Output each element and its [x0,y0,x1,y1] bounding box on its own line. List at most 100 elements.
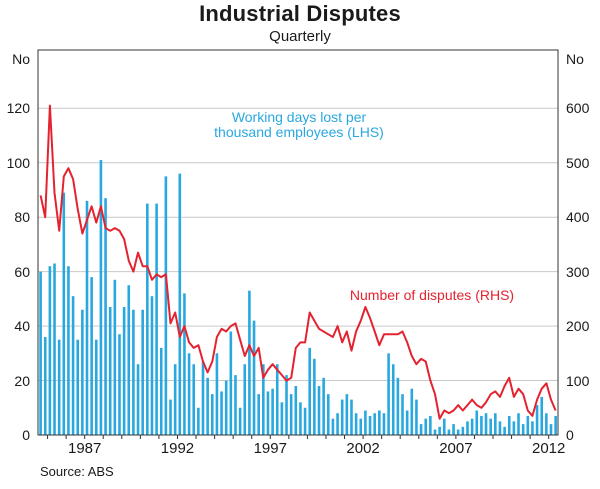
bar-quarter [238,407,242,435]
x-axis-year-label: 2012 [531,440,566,457]
bar-quarter [113,279,117,435]
bar-quarter [540,396,544,435]
left-axis-tick-label: 120 [6,100,30,117]
x-axis-year-label: 1987 [67,440,102,457]
bar-quarter [248,290,251,435]
left-axis-tick-label: 100 [6,154,30,171]
right-axis-unit: No [566,51,584,67]
bar-quarter [507,415,511,435]
bar-quarter [159,347,163,435]
bar-quarter [262,364,265,435]
bar-quarter [173,364,177,435]
line-series-label: Number of disputes (RHS) [349,287,515,303]
bar-quarter [489,418,492,435]
right-axis-tick-label: 500 [566,154,590,171]
bar-quarter [48,266,52,435]
bar-quarter [354,413,358,435]
bar-quarter [447,429,451,435]
bar-quarter [271,388,274,435]
right-axis-tick-label: 400 [566,209,590,226]
bar-quarter [415,399,418,435]
bar-quarter [429,415,432,435]
bar-quarter [118,334,121,435]
bar-quarter [224,380,228,435]
bar-quarter [108,307,112,435]
bar-quarter [345,394,349,435]
bar-quarter [391,364,395,435]
bar-quarter [331,418,335,435]
bar-quarter [169,399,172,435]
bar-quarter [252,320,256,435]
bar-quarter [359,418,363,435]
bar-quarter [382,413,386,435]
bar-quarter [67,266,70,435]
left-axis-tick-label: 20 [14,372,30,389]
bar-quarter [340,399,344,435]
bar-quarter [456,429,460,435]
bar-quarter [401,394,404,435]
bar-quarter [234,375,237,435]
right-axis-tick-label: 100 [566,372,590,389]
bar-quarter [53,263,56,435]
bar-quarter [94,339,98,435]
bar-quarter [39,271,42,435]
bar-quarter [90,277,93,435]
bar-quarter [71,296,75,435]
bar-quarter [303,407,307,435]
left-axis-unit: No [12,51,30,67]
disputes-line [39,104,557,420]
bar-quarter [535,405,539,435]
bar-quarter [317,386,321,435]
plot-frame [37,49,559,436]
bar-quarter [266,391,270,435]
x-axis-year-label: 1997 [253,440,287,457]
bar-quarter [206,377,209,435]
bar-quarter [470,418,474,435]
bar-quarter [201,361,205,435]
bar-quarter [136,364,140,435]
bar-quarter [141,309,144,435]
bar-quarter [503,426,506,435]
bar-quarter [146,203,149,435]
bar-quarter [308,347,312,435]
bar-quarter [498,421,502,435]
bar-quarter [517,413,520,435]
bar-quarter [313,358,316,435]
bar-quarter [187,353,191,435]
bar-quarter [178,173,182,435]
right-axis-tick-label: 0 [566,427,574,443]
right-axis-tick-label: 300 [566,263,590,280]
bar-quarter [85,200,89,435]
bar-quarter [442,418,446,435]
bar-quarter [104,198,107,435]
x-axis-year-label: 2007 [439,440,473,457]
bar-quarter [322,377,325,435]
bar-quarter [155,203,158,435]
bar-quarter [433,429,437,435]
bar-quarter [452,424,455,435]
bar-quarter [43,336,47,435]
bar-quarter [387,353,390,435]
bar-quarter [364,410,367,435]
bar-quarter [210,394,214,435]
chart-subtitle: Quarterly [269,28,331,45]
bar-series-label-line2: thousand employees (LHS) [214,124,384,140]
bar-quarter [299,402,302,435]
bar-quarter [164,176,168,436]
bar-quarter [336,413,339,435]
bar-quarter [545,413,548,435]
bar-quarter [289,394,293,435]
bar-quarter [122,307,126,435]
bar-quarter [192,364,196,435]
bar-quarter [419,424,423,435]
bar-series-label: Working days lost per thousand employees… [149,110,449,140]
bar-quarter [512,421,516,435]
bar-quarter [76,339,80,435]
bar-quarter [132,309,135,435]
bar-quarter [57,339,61,435]
source-note: Source: ABS [40,464,114,479]
left-axis-tick-label: 80 [14,209,30,226]
bar-quarter [405,410,409,435]
